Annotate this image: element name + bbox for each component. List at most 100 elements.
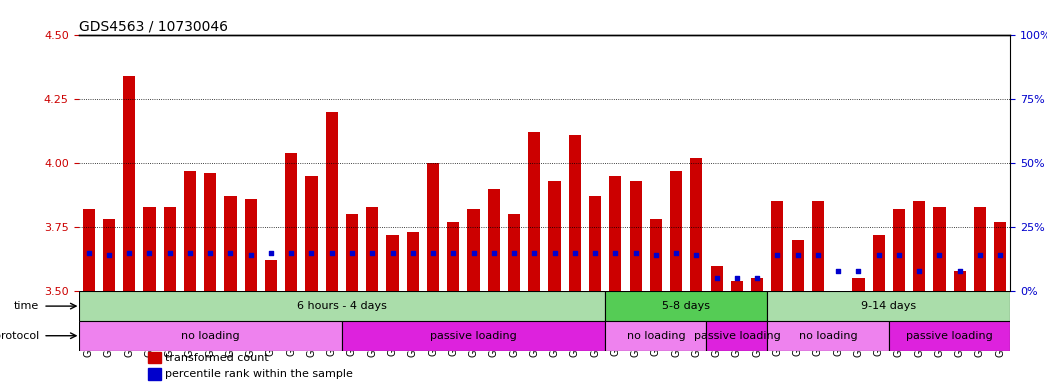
Bar xyxy=(427,163,439,291)
Bar xyxy=(549,181,560,291)
Text: no loading: no loading xyxy=(626,331,685,341)
Bar xyxy=(143,207,156,291)
Point xyxy=(364,250,381,256)
Point xyxy=(283,250,299,256)
Point xyxy=(425,250,442,256)
Text: time: time xyxy=(15,301,40,311)
Point xyxy=(181,250,198,256)
Bar xyxy=(79,291,605,321)
Text: 6 hours - 4 days: 6 hours - 4 days xyxy=(297,301,386,311)
Point xyxy=(830,268,847,274)
Point xyxy=(768,252,785,258)
Bar xyxy=(954,271,965,291)
Bar xyxy=(650,219,662,291)
Bar xyxy=(605,321,707,351)
Text: GDS4563 / 10730046: GDS4563 / 10730046 xyxy=(79,20,227,33)
Point xyxy=(202,250,219,256)
Bar xyxy=(707,321,767,351)
Bar xyxy=(103,219,115,291)
Point xyxy=(931,252,948,258)
Bar xyxy=(406,232,419,291)
Point xyxy=(303,250,319,256)
Text: passive loading: passive loading xyxy=(430,331,517,341)
Point xyxy=(708,275,725,281)
Point xyxy=(343,250,360,256)
Point xyxy=(668,250,685,256)
Bar xyxy=(265,260,277,291)
Point xyxy=(911,268,928,274)
Bar xyxy=(569,135,581,291)
Text: protocol: protocol xyxy=(0,331,40,341)
Bar xyxy=(79,321,342,351)
Point xyxy=(627,250,644,256)
Bar xyxy=(995,222,1006,291)
Bar xyxy=(488,189,499,291)
Bar xyxy=(731,281,743,291)
Point xyxy=(101,252,117,258)
Bar xyxy=(872,235,885,291)
Bar xyxy=(224,196,237,291)
Point xyxy=(789,252,806,258)
Text: passive loading: passive loading xyxy=(907,331,993,341)
Bar xyxy=(852,278,865,291)
Point xyxy=(222,250,239,256)
Point xyxy=(486,250,503,256)
Point xyxy=(81,250,97,256)
Bar xyxy=(447,222,460,291)
Bar xyxy=(204,173,217,291)
Point xyxy=(445,250,462,256)
Text: 5-8 days: 5-8 days xyxy=(663,301,710,311)
Bar xyxy=(508,214,520,291)
Point xyxy=(809,252,826,258)
Point xyxy=(161,250,178,256)
Text: no loading: no loading xyxy=(799,331,857,341)
Point xyxy=(647,252,664,258)
Point xyxy=(547,250,563,256)
Bar xyxy=(690,158,703,291)
Bar xyxy=(124,76,135,291)
Point xyxy=(972,252,988,258)
Text: percentile rank within the sample: percentile rank within the sample xyxy=(165,369,353,379)
Point xyxy=(870,252,887,258)
Bar xyxy=(711,266,722,291)
Bar xyxy=(589,196,601,291)
Point xyxy=(141,250,158,256)
Point xyxy=(688,252,705,258)
Point xyxy=(992,252,1008,258)
Bar xyxy=(245,199,257,291)
Point xyxy=(891,252,908,258)
Point xyxy=(749,275,765,281)
Point xyxy=(952,268,968,274)
Bar xyxy=(326,112,338,291)
Bar xyxy=(767,321,889,351)
Bar xyxy=(751,278,763,291)
Point xyxy=(324,250,340,256)
Bar xyxy=(889,321,1010,351)
Bar xyxy=(184,170,196,291)
Bar xyxy=(609,176,622,291)
Bar xyxy=(149,352,160,363)
Bar xyxy=(149,368,160,379)
Bar xyxy=(346,214,358,291)
Bar xyxy=(767,291,1010,321)
Bar xyxy=(529,132,540,291)
Text: 9-14 days: 9-14 days xyxy=(862,301,916,311)
Point xyxy=(586,250,603,256)
Point xyxy=(404,250,421,256)
Bar xyxy=(670,170,683,291)
Point xyxy=(850,268,867,274)
Bar xyxy=(792,240,804,291)
Point xyxy=(263,250,280,256)
Bar xyxy=(772,202,783,291)
Bar xyxy=(306,176,317,291)
Point xyxy=(729,275,745,281)
Bar xyxy=(467,209,480,291)
Point xyxy=(120,250,137,256)
Bar xyxy=(629,181,642,291)
Text: passive loading: passive loading xyxy=(693,331,780,341)
Point xyxy=(607,250,624,256)
Bar xyxy=(83,209,94,291)
Bar xyxy=(342,321,605,351)
Bar xyxy=(933,207,945,291)
Point xyxy=(526,250,542,256)
